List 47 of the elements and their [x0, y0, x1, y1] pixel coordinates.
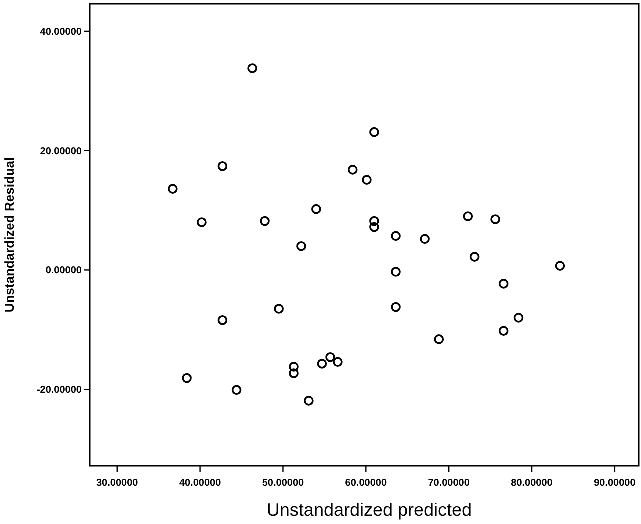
point — [274, 304, 284, 314]
x-tick-label: 50.00000 — [262, 478, 305, 489]
point — [463, 212, 474, 222]
point — [168, 184, 178, 194]
point — [391, 231, 401, 242]
x-axis-title: Unstandardized predicted — [266, 500, 472, 520]
point — [348, 165, 358, 175]
y-tick-label: 20.00000 — [40, 146, 82, 158]
point — [490, 214, 500, 224]
point — [197, 218, 207, 228]
y-tick-label: 40.00000 — [40, 26, 82, 38]
x-tick-label: 40.00000 — [179, 478, 222, 489]
point — [498, 326, 509, 336]
point — [289, 368, 299, 378]
y-tick-label: -20.00000 — [36, 385, 82, 396]
point — [260, 216, 270, 226]
point — [218, 161, 228, 172]
point — [232, 385, 242, 396]
point — [370, 127, 380, 138]
point — [296, 241, 306, 252]
point — [391, 302, 401, 312]
point — [248, 64, 258, 74]
x-tick-label: 90.00000 — [594, 478, 636, 489]
x-tick-label: 30.00000 — [96, 478, 139, 489]
point — [317, 359, 328, 369]
point — [391, 267, 401, 277]
x-tick-label: 60.00000 — [345, 478, 388, 489]
point — [420, 234, 430, 244]
point — [218, 315, 228, 326]
point — [182, 373, 192, 384]
point — [333, 357, 343, 368]
point — [312, 204, 322, 214]
y-axis-title: Unstandardized Residual — [2, 157, 17, 313]
y-tick-label: 0.00000 — [46, 266, 82, 277]
point — [289, 362, 299, 372]
point — [498, 279, 509, 289]
x-tick-label: 80.00000 — [511, 478, 554, 489]
x-tick-label: 70.00000 — [428, 478, 470, 489]
point — [434, 334, 444, 344]
point — [514, 313, 524, 323]
point — [470, 252, 480, 262]
point — [555, 261, 566, 271]
point — [304, 396, 314, 406]
point — [362, 175, 372, 185]
point — [326, 352, 336, 362]
point — [370, 216, 380, 226]
point — [370, 222, 380, 232]
